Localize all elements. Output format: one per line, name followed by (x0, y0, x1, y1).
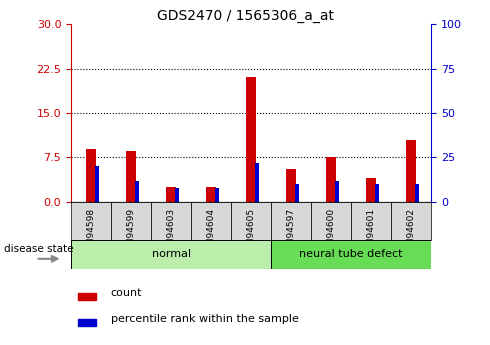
Bar (78, 319, 96, 326)
Text: GSM94602: GSM94602 (407, 208, 416, 257)
FancyBboxPatch shape (271, 202, 311, 240)
Text: GSM94600: GSM94600 (327, 208, 336, 257)
Text: neural tube defect: neural tube defect (299, 249, 403, 259)
Text: GDS2470 / 1565306_a_at: GDS2470 / 1565306_a_at (156, 9, 334, 23)
Text: GSM94598: GSM94598 (87, 208, 96, 257)
FancyBboxPatch shape (111, 202, 151, 240)
FancyBboxPatch shape (71, 240, 271, 269)
Text: GSM94605: GSM94605 (246, 208, 256, 257)
Text: GSM94603: GSM94603 (167, 208, 175, 257)
Bar (135, 180, 139, 202)
Bar (295, 184, 299, 202)
Bar (406, 140, 416, 202)
FancyBboxPatch shape (151, 202, 191, 240)
Bar (335, 180, 339, 202)
FancyBboxPatch shape (271, 240, 431, 269)
Bar (366, 178, 376, 202)
Text: disease state: disease state (3, 244, 73, 254)
Bar (326, 157, 336, 202)
FancyBboxPatch shape (351, 202, 391, 240)
Text: GSM94604: GSM94604 (207, 208, 216, 257)
Bar (215, 188, 219, 202)
FancyBboxPatch shape (311, 202, 351, 240)
FancyBboxPatch shape (191, 202, 231, 240)
Text: normal: normal (151, 249, 191, 259)
Text: GSM94601: GSM94601 (367, 208, 376, 257)
Bar (95, 166, 99, 202)
FancyBboxPatch shape (231, 202, 271, 240)
Bar (255, 163, 259, 202)
Bar (246, 78, 256, 202)
Text: GSM94599: GSM94599 (126, 208, 136, 257)
Bar (126, 151, 136, 202)
Text: percentile rank within the sample: percentile rank within the sample (111, 315, 298, 324)
FancyBboxPatch shape (71, 202, 111, 240)
Bar (86, 149, 96, 202)
Bar (206, 187, 216, 202)
FancyBboxPatch shape (391, 202, 431, 240)
Bar (286, 169, 296, 202)
Bar (78, 293, 96, 299)
Text: GSM94597: GSM94597 (287, 208, 295, 257)
Bar (375, 184, 379, 202)
Text: count: count (111, 288, 142, 298)
Bar (166, 187, 176, 202)
Bar (175, 188, 179, 202)
Bar (415, 184, 419, 202)
